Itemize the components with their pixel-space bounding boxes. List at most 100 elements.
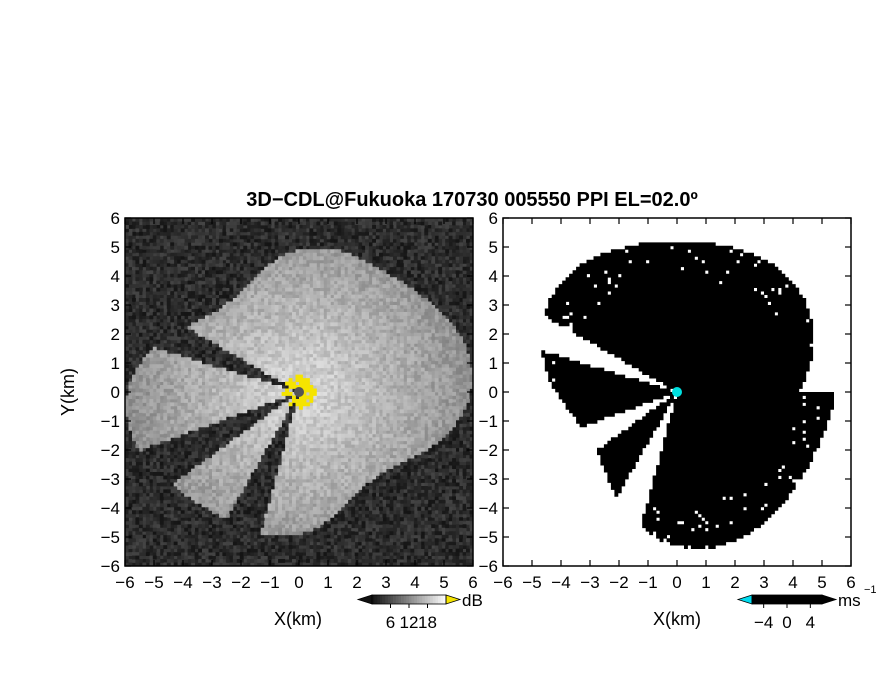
velocity-colorbar-segment [814, 595, 818, 604]
reflectivity-colorbar-segment [435, 595, 439, 604]
reflectivity-heatmap-cells [191, 280, 411, 504]
reflectivity-colorbar-tick-label: 18 [418, 613, 437, 632]
reflectivity-colorbar-segment [416, 595, 420, 604]
reflectivity-y-tick-label: 3 [111, 296, 120, 315]
velocity-colorbar-unit: ms [838, 591, 861, 610]
reflectivity-x-tick-label: −3 [202, 573, 221, 592]
reflectivity-heatmap-cells [278, 364, 338, 410]
velocity-colorbar-segment [762, 595, 765, 604]
velocity-colorbar-segment [812, 595, 815, 604]
velocity-heatmap [503, 218, 851, 566]
reflectivity-x-tick-label: −1 [260, 573, 279, 592]
velocity-x-tick-label: 0 [672, 573, 681, 592]
velocity-axes: −6 −5 −4 −3 −2 −1 0 1 2 3 4 5 6 6 5 4 3 2 1 0 −1 −2 −3 −4 −5 −6 [479, 209, 856, 592]
reflectivity-x-tick-label: −4 [173, 573, 192, 592]
reflectivity-heatmap-cells [243, 325, 342, 449]
velocity-heatmap-cells [541, 242, 834, 549]
reflectivity-colorbar-segment [409, 595, 412, 604]
velocity-panel: −6 −5 −4 −3 −2 −1 0 1 2 3 4 5 6 6 5 4 3 2 1 0 −1 −2 −3 −4 −5 −6 X… [479, 209, 877, 632]
reflectivity-radar-site-marker [294, 387, 304, 397]
reflectivity-heatmap-cells [236, 315, 380, 473]
velocity-y-tick-label: 5 [489, 238, 498, 257]
reflectivity-x-axis-label: X(km) [274, 609, 322, 629]
reflectivity-y-tick-label: 5 [111, 238, 120, 257]
reflectivity-x-tick-label: 6 [468, 573, 477, 592]
reflectivity-colorbar-segment [393, 595, 397, 604]
velocity-colorbar-unit-exponent: −1 [864, 584, 877, 596]
velocity-x-tick-label: −1 [638, 573, 657, 592]
velocity-x-tick-label: −3 [580, 573, 599, 592]
velocity-colorbar-tick-label: 0 [782, 613, 791, 632]
reflectivity-colorbar-segment [430, 595, 434, 604]
reflectivity-y-tick-label: 0 [111, 383, 120, 402]
reflectivity-x-tick-label: 1 [323, 573, 332, 592]
reflectivity-colorbar-segment [403, 595, 407, 604]
reflectivity-colorbar-segment [438, 595, 442, 604]
velocity-x-axis-label: X(km) [653, 609, 701, 629]
velocity-y-tick-label: 6 [489, 209, 498, 228]
reflectivity-y-tick-label: −5 [101, 528, 120, 547]
velocity-x-tick-label: −5 [522, 573, 541, 592]
reflectivity-x-tick-label: 4 [410, 573, 419, 592]
reflectivity-colorbar-segment [377, 595, 381, 604]
reflectivity-heatmap-cells [260, 357, 335, 424]
velocity-x-tick-label: −6 [493, 573, 512, 592]
reflectivity-heatmap-cells [124, 218, 463, 567]
velocity-colorbar-segment [802, 595, 805, 604]
reflectivity-heatmap-cells [124, 218, 474, 567]
reflectivity-colorbar: 6 12 18 dB [356, 591, 483, 632]
reflectivity-heatmap-cells [170, 256, 439, 529]
velocity-colorbar-tick-label: −4 [754, 613, 773, 632]
velocity-colorbar-segment [792, 595, 795, 604]
reflectivity-y-axis-label: Y(km) [58, 368, 78, 416]
velocity-colorbar-tick-label: 4 [806, 613, 815, 632]
reflectivity-colorbar-segment [390, 595, 394, 604]
reflectivity-heatmap-cells [135, 437, 140, 442]
velocity-radar-site-marker [672, 387, 682, 397]
reflectivity-colorbar-segment [379, 595, 383, 604]
velocity-x-tick-label: 4 [788, 573, 797, 592]
velocity-colorbar-segment [817, 595, 820, 604]
velocity-colorbar-segment [782, 595, 785, 604]
reflectivity-x-tick-label: 5 [439, 573, 448, 592]
reflectivity-axes: −6 −5 −4 −3 −2 −1 0 1 2 3 4 5 6 6 5 4 3 2 1 0 −1 −2 −3 −4 −5 −6 [101, 209, 478, 592]
velocity-y-tick-label: 3 [489, 296, 498, 315]
reflectivity-colorbar-segment [411, 595, 415, 604]
reflectivity-x-tick-label: 0 [294, 573, 303, 592]
reflectivity-heatmap-cells [173, 270, 429, 508]
reflectivity-colorbar-tick-label: 12 [400, 613, 419, 632]
velocity-colorbar-segment [819, 595, 823, 604]
reflectivity-x-tick-label: 2 [352, 573, 361, 592]
reflectivity-heatmap-cells [159, 263, 436, 522]
reflectivity-colorbar-segment [419, 595, 423, 604]
velocity-x-tick-label: 6 [846, 573, 855, 592]
reflectivity-heatmap-cells [198, 294, 394, 483]
velocity-colorbar-segment [767, 595, 770, 604]
velocity-y-tick-label: 0 [489, 383, 498, 402]
reflectivity-heatmap-cells [212, 305, 376, 466]
reflectivity-colorbar-segment [424, 595, 428, 604]
reflectivity-y-tick-label: 4 [111, 267, 120, 286]
reflectivity-heatmap-cells [302, 412, 307, 417]
velocity-colorbar-segment [777, 595, 780, 604]
velocity-colorbar-segment [809, 595, 813, 604]
velocity-colorbar-segment [764, 595, 768, 604]
reflectivity-heatmap-cells [124, 225, 470, 563]
reflectivity-y-tick-label: 1 [111, 354, 120, 373]
velocity-y-tick-label: −2 [479, 441, 498, 460]
figure-title: 3D−CDL@Fukuoka 170730 005550 PPI EL=02.0… [246, 189, 698, 211]
velocity-x-tick-label: −4 [551, 573, 570, 592]
reflectivity-heatmap-cells [124, 225, 474, 563]
reflectivity-colorbar-segment [374, 595, 378, 604]
velocity-colorbar-segment [784, 595, 788, 604]
reflectivity-colorbar-unit: dB [462, 591, 483, 610]
velocity-colorbar-segment [754, 595, 758, 604]
reflectivity-colorbar-segment [387, 595, 391, 604]
velocity-colorbar-segment [757, 595, 760, 604]
reflectivity-y-tick-label: −4 [101, 499, 120, 518]
velocity-colorbar-segment [759, 595, 763, 604]
reflectivity-heatmap-cells [288, 367, 328, 414]
reflectivity-colorbar-segment [443, 595, 447, 604]
